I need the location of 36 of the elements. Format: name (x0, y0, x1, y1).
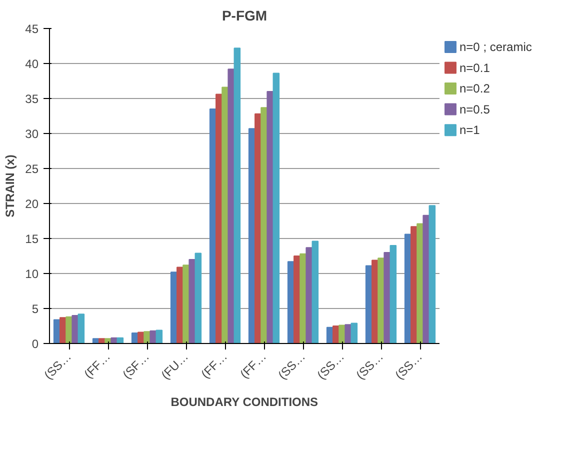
y-tick-label: 5 (32, 302, 39, 316)
y-tick-label: 15 (25, 232, 39, 246)
chart-title: P-FGM (222, 8, 268, 24)
y-tick-label: 20 (25, 197, 39, 211)
bar (266, 91, 274, 344)
bar (188, 259, 196, 344)
bar (312, 240, 319, 344)
bar (78, 314, 85, 344)
y-tick-label: 35 (25, 92, 39, 106)
bar (384, 252, 390, 344)
bar (156, 330, 163, 344)
legend-label: n=0.1 (460, 60, 490, 75)
bar (194, 252, 202, 344)
bar (228, 68, 234, 344)
x-axis-title: BOUNDARY CONDITIONS (170, 395, 318, 410)
y-tick-label: 45 (25, 22, 39, 36)
y-axis-title: STRAIN (x) (3, 154, 18, 218)
bar (150, 330, 156, 344)
legend-label: n=0.5 (460, 102, 490, 116)
legend-label: n=0 ; ceramic (460, 40, 532, 54)
bar (72, 315, 78, 344)
bar (350, 322, 358, 344)
bar (234, 48, 241, 344)
y-tick-label: 0 (32, 337, 39, 351)
y-tick-label: 10 (25, 267, 39, 281)
y-tick-label: 25 (25, 162, 39, 176)
legend-label: n=1 (460, 123, 480, 138)
bar (344, 324, 352, 344)
bar (272, 72, 280, 344)
legend-label: n=0.2 (460, 82, 490, 96)
bar (390, 245, 397, 344)
bar (422, 214, 430, 344)
y-tick-label: 30 (25, 127, 39, 141)
y-tick-label: 40 (25, 57, 39, 71)
bar (428, 205, 436, 344)
bar (306, 247, 312, 344)
